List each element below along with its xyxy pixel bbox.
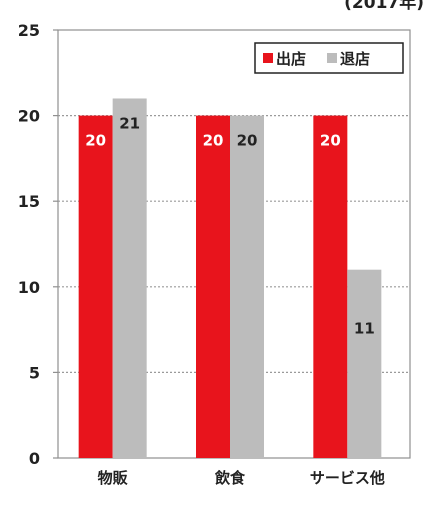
bar-taiten xyxy=(112,98,147,458)
data-label: 20 xyxy=(237,132,258,150)
bars xyxy=(78,98,382,458)
bar-taiten xyxy=(230,115,264,458)
x-tick-label: サービス他 xyxy=(310,469,385,487)
y-tick-label: 15 xyxy=(18,192,40,211)
bar-shutten xyxy=(196,115,230,458)
y-tick-label: 10 xyxy=(18,278,40,297)
data-labels: 20 21 20 20 20 11 xyxy=(85,114,375,337)
y-tick-label: 25 xyxy=(18,21,40,40)
legend: 出店 退店 xyxy=(254,42,404,74)
x-tick-label: 飲食 xyxy=(214,469,246,487)
data-label: 21 xyxy=(119,114,140,132)
y-tick-label: 5 xyxy=(29,363,40,382)
bar-shutten xyxy=(78,115,113,458)
bar-taiten xyxy=(347,269,382,458)
legend-label-taiten: 退店 xyxy=(340,50,370,68)
data-label: 11 xyxy=(354,320,375,338)
chart-subtitle: (2017年) xyxy=(344,0,424,13)
data-label: 20 xyxy=(85,132,106,150)
y-tick-label: 0 xyxy=(29,449,40,468)
legend-label-shutten: 出店 xyxy=(276,50,306,68)
y-axis-ticks: 0 5 10 15 20 25 xyxy=(18,21,40,468)
data-label: 20 xyxy=(203,132,224,150)
y-tick-label: 20 xyxy=(18,107,40,126)
legend-swatch-shutten xyxy=(263,53,273,63)
legend-swatch-taiten xyxy=(327,53,337,63)
data-label: 20 xyxy=(320,132,341,150)
bar-shutten xyxy=(313,115,348,458)
x-tick-label: 物販 xyxy=(98,469,129,487)
x-axis-ticks: 物販 飲食 サービス他 xyxy=(98,469,385,487)
